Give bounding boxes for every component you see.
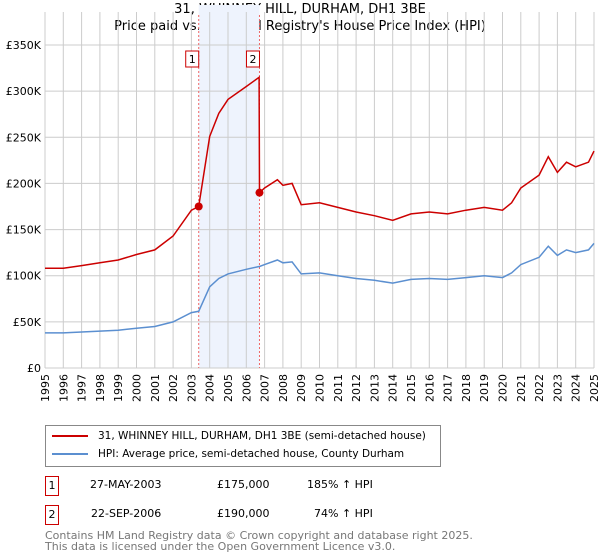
sale-label: 1 [189, 53, 196, 66]
y-tick-label: £150K [6, 224, 42, 237]
x-tick-label: 2003 [185, 374, 198, 402]
y-tick-label: £0 [27, 362, 41, 375]
x-tick-label: 2018 [460, 374, 473, 402]
legend-label-property: 31, WHINNEY HILL, DURHAM, DH1 3BE (semi-… [98, 430, 426, 442]
x-tick-label: 2008 [277, 374, 290, 402]
y-tick-label: £100K [6, 270, 42, 283]
x-tick-label: 2004 [204, 374, 217, 402]
y-tick-label: £250K [6, 131, 42, 144]
x-tick-label: 2014 [387, 374, 400, 402]
x-tick-label: 2007 [259, 374, 272, 402]
sale-hpi: 74% ↑ HPI [314, 507, 373, 520]
sale-price: £190,000 [217, 507, 270, 520]
y-tick-label: £50K [13, 316, 42, 329]
plot-area: 1995 1996 1997 1998 1999 2000 2001 2002 2003 2004… [6, 5, 600, 402]
x-tick-label: 2005 [222, 374, 235, 402]
hpi-line [45, 242, 595, 334]
x-tick-label: 2024 [570, 374, 583, 402]
sale-badge: 1 [45, 476, 59, 496]
x-tick-label: 2001 [149, 374, 162, 402]
x-tick-label: 2016 [423, 374, 436, 402]
x-tick-label: 2006 [240, 374, 253, 402]
sale-row-1: 1 27-MAY-2003 £175,000 185% ↑ HPI [45, 476, 445, 496]
x-tick-label: 1999 [112, 374, 125, 402]
property-price-line [45, 75, 595, 270]
x-tick-label: 1995 [39, 374, 52, 402]
sale-label: 2 [249, 53, 256, 66]
x-tick-label: 2021 [515, 374, 528, 402]
x-tick-label: 2019 [478, 374, 491, 402]
sale-row-2: 2 22-SEP-2006 £190,000 74% ↑ HPI [45, 505, 445, 525]
x-tick-label: 1998 [94, 374, 107, 402]
sale-label-box [185, 50, 200, 68]
sale-hpi: 185% ↑ HPI [307, 478, 373, 491]
y-tick-label: £300K [6, 85, 42, 98]
sale-label-box [245, 50, 260, 68]
x-tick-label: 2002 [167, 374, 180, 402]
x-tick-label: 2023 [551, 374, 564, 402]
sale-date: 22-SEP-2006 [91, 507, 162, 520]
footer: Contains HM Land Registry data © Crown c… [45, 530, 473, 552]
legend-swatch-property [52, 435, 88, 437]
y-tick-label: £200K [6, 177, 42, 190]
footer-line-1: Contains HM Land Registry data © Crown c… [45, 529, 473, 542]
x-tick-label: 2022 [533, 374, 546, 402]
sale-point [194, 202, 203, 211]
legend-label-hpi: HPI: Average price, semi-detached house,… [98, 448, 405, 460]
legend: 31, WHINNEY HILL, DURHAM, DH1 3BE (semi-… [45, 425, 441, 467]
footer-line-2: This data is licensed under the Open Gov… [45, 540, 396, 553]
sale-date: 27-MAY-2003 [90, 478, 162, 491]
x-tick-label: 2009 [295, 374, 308, 402]
sale-badge: 2 [45, 505, 59, 525]
x-tick-label: 2015 [405, 374, 418, 402]
x-tick-label: 2017 [442, 374, 455, 402]
x-tick-label: 2025 [588, 374, 600, 402]
x-tick-label: 2012 [350, 374, 363, 402]
x-tick-label: 1996 [57, 374, 70, 402]
x-tick-label: 2020 [497, 374, 510, 402]
x-tick-label: 1997 [76, 374, 89, 402]
sale-price: £175,000 [217, 478, 270, 491]
legend-swatch-hpi [52, 453, 88, 455]
sale-point [255, 188, 264, 197]
x-tick-label: 2013 [368, 374, 381, 402]
y-tick-label: £350K [6, 39, 42, 52]
x-tick-label: 2000 [131, 374, 144, 402]
x-tick-label: 2010 [314, 374, 327, 402]
x-tick-label: 2011 [332, 374, 345, 402]
